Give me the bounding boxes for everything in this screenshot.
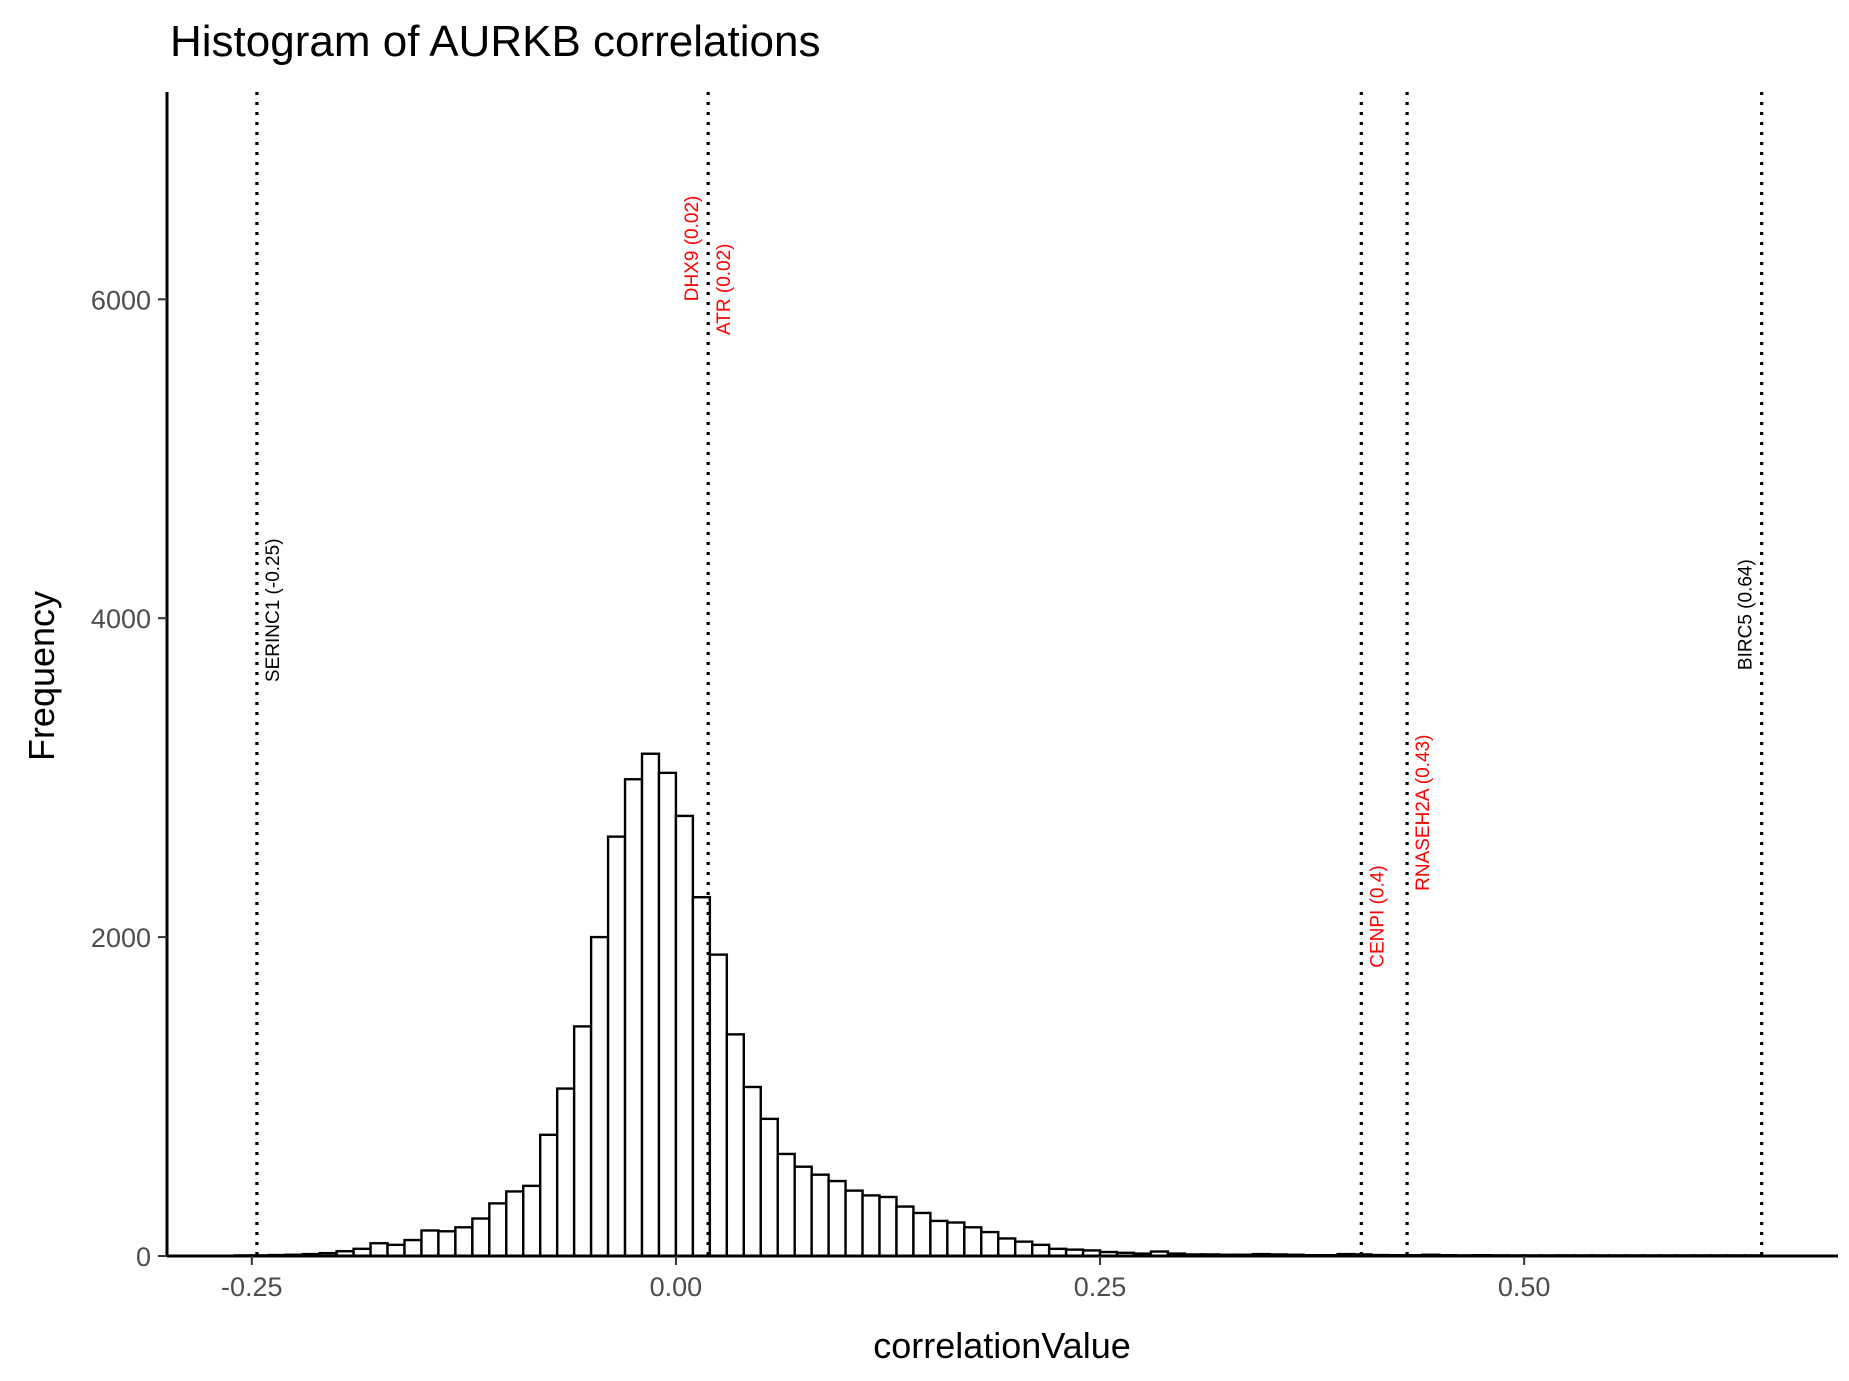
histogram-bar — [895, 1205, 915, 1258]
y-tick-label: 6000 — [91, 285, 151, 315]
annotation-label: BIRC5 (0.64) — [1736, 559, 1757, 670]
annotation-label: RNASEH2A (0.43) — [1413, 735, 1434, 891]
histogram-bar — [725, 1033, 745, 1258]
histogram-bar — [386, 1243, 406, 1258]
chart-title: Histogram of AURKB correlations — [170, 17, 820, 66]
y-tick-label: 0 — [136, 1242, 151, 1272]
histogram-bar — [793, 1165, 813, 1258]
histogram-bar — [708, 953, 729, 1258]
histogram-bar — [454, 1226, 474, 1258]
histogram-bar — [572, 1025, 593, 1258]
histogram-bar — [505, 1190, 525, 1258]
y-axis-title: Frequency — [21, 591, 62, 761]
histogram-bar — [963, 1226, 983, 1258]
histogram-bar — [539, 1133, 559, 1258]
histogram-bar — [980, 1230, 1000, 1258]
histogram-bar — [1030, 1243, 1051, 1258]
histogram-bar — [369, 1242, 389, 1258]
histogram-bar — [810, 1173, 830, 1258]
annotation-label: ATR (0.02) — [714, 243, 735, 335]
y-tick-label: 2000 — [91, 923, 151, 953]
y-ticks-layer: 0 2000 4000 6000 — [91, 285, 167, 1272]
histogram-bar — [674, 814, 695, 1258]
histogram-bar — [776, 1152, 796, 1258]
y-tick-label: 4000 — [91, 604, 151, 634]
histogram-bar — [471, 1217, 491, 1258]
histogram-bar — [488, 1202, 508, 1258]
histogram-bar — [589, 935, 610, 1258]
histogram-bar — [555, 1087, 576, 1258]
histogram-bar — [742, 1085, 762, 1258]
x-tick-label: 0.00 — [650, 1272, 703, 1302]
histogram-bar — [759, 1117, 779, 1258]
x-tick-label: -0.25 — [221, 1272, 283, 1302]
annotation-label: SERINC1 (-0.25) — [263, 538, 284, 682]
x-ticks-layer: -0.25 0.00 0.25 0.50 — [221, 1256, 1550, 1302]
histogram-bar — [861, 1194, 881, 1258]
histogram-bar — [929, 1219, 949, 1258]
histogram-bar — [878, 1195, 898, 1258]
x-axis-title: correlationValue — [873, 1325, 1130, 1366]
annotation-label: CENPI (0.4) — [1367, 865, 1388, 967]
histogram-bar — [946, 1221, 966, 1258]
x-tick-label: 0.50 — [1498, 1272, 1551, 1302]
annotation-label: DHX9 (0.02) — [682, 196, 703, 302]
histogram-bar — [522, 1184, 542, 1258]
histogram-bar — [657, 771, 678, 1258]
annotation-labels-layer: SERINC1 (-0.25) DHX9 (0.02) ATR (0.02) CENP… — [263, 196, 1757, 968]
x-tick-label: 0.25 — [1074, 1272, 1127, 1302]
reference-lines-layer — [255, 92, 1764, 1256]
histogram-bar — [623, 778, 644, 1258]
histogram-bar — [844, 1189, 864, 1258]
histogram-bar — [997, 1237, 1017, 1258]
histogram-bar — [827, 1179, 847, 1258]
histogram-bar — [912, 1211, 932, 1258]
histogram-bar — [437, 1230, 457, 1258]
histogram-bar — [640, 752, 661, 1258]
histogram-bar — [606, 835, 627, 1258]
histogram-bar — [420, 1229, 440, 1258]
histogram-bar — [403, 1238, 423, 1258]
histogram-bar — [1014, 1240, 1034, 1258]
